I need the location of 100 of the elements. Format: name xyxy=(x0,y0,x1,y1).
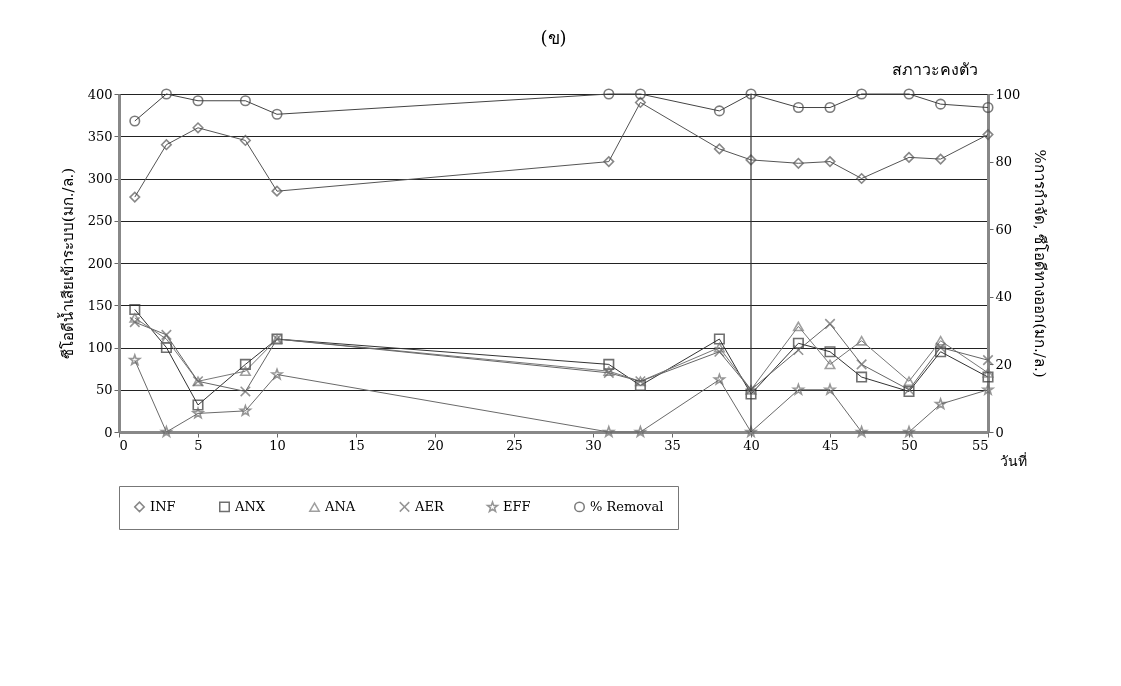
point xyxy=(982,371,994,383)
point xyxy=(713,346,725,358)
y-tick-label: 0 xyxy=(104,424,113,440)
point xyxy=(192,95,204,107)
x-tick-label: 45 xyxy=(822,437,839,453)
point xyxy=(160,88,172,100)
point xyxy=(603,88,615,100)
y2-tick-label: 100 xyxy=(995,86,1021,102)
y-tick-label: 200 xyxy=(87,255,113,271)
y2-tick-label: 60 xyxy=(995,221,1013,237)
point xyxy=(935,335,947,346)
x-tick-label: 20 xyxy=(427,437,444,453)
point xyxy=(271,108,283,120)
point xyxy=(634,425,647,438)
point xyxy=(129,115,141,127)
point xyxy=(855,425,868,438)
point xyxy=(160,334,172,344)
point xyxy=(160,329,172,341)
y-tick-label: 250 xyxy=(87,213,113,229)
point xyxy=(129,191,141,203)
point xyxy=(634,88,646,100)
point xyxy=(239,404,252,416)
point xyxy=(713,373,726,385)
legend-label: EFF xyxy=(503,499,531,515)
point xyxy=(792,101,804,114)
point xyxy=(239,95,251,107)
legend-label: % Removal xyxy=(590,498,664,514)
y-tick-label: 400 xyxy=(87,86,113,102)
point xyxy=(603,156,615,168)
y-tick-label: 300 xyxy=(87,171,113,186)
point xyxy=(192,122,204,134)
point xyxy=(271,185,283,197)
point xyxy=(160,139,172,151)
y2-tick-label: 40 xyxy=(995,289,1013,305)
point xyxy=(903,88,915,100)
x-tick-label: 55 xyxy=(971,437,989,453)
point xyxy=(856,88,868,100)
point xyxy=(239,358,251,370)
point xyxy=(935,341,947,354)
point xyxy=(239,366,251,377)
point xyxy=(745,154,757,166)
y2-tick-label: 0 xyxy=(995,424,1004,440)
y2-axis-title: %การกำจัด, ซีโอดีทางออก(มก./ล.) xyxy=(1031,149,1050,378)
point xyxy=(982,354,994,366)
point xyxy=(824,156,836,168)
point xyxy=(713,342,725,353)
point xyxy=(824,383,836,395)
point xyxy=(856,371,868,383)
x-tick-label: 40 xyxy=(743,437,760,453)
point xyxy=(129,316,141,328)
point xyxy=(192,407,204,419)
point xyxy=(856,172,868,185)
point xyxy=(129,313,141,323)
y-tick-label: 350 xyxy=(87,128,113,144)
x-tick-label: 0 xyxy=(119,437,128,453)
legend-label: AER xyxy=(414,498,445,514)
y2-tick-label: 80 xyxy=(995,154,1013,170)
x-tick-label: 25 xyxy=(506,437,523,453)
point xyxy=(935,153,947,165)
legend-label: ANA xyxy=(324,499,356,515)
point xyxy=(713,143,725,155)
point xyxy=(129,303,141,316)
point xyxy=(935,98,947,110)
point xyxy=(271,368,283,380)
y-tick-label: 100 xyxy=(87,340,113,355)
point xyxy=(792,321,804,332)
point xyxy=(792,383,805,395)
point xyxy=(160,425,173,438)
x-tick-label: 50 xyxy=(901,437,918,453)
point xyxy=(792,157,804,169)
point xyxy=(824,359,836,370)
y-tick-label: 150 xyxy=(87,297,113,313)
point xyxy=(745,88,757,100)
point xyxy=(634,96,646,108)
point xyxy=(824,318,836,330)
x-tick-label: 10 xyxy=(269,437,286,453)
point xyxy=(745,388,757,400)
point xyxy=(239,134,251,147)
point xyxy=(192,399,204,411)
point xyxy=(982,383,994,395)
point xyxy=(239,385,251,397)
point xyxy=(982,129,994,141)
chart-title: (ข) xyxy=(540,27,567,48)
point xyxy=(982,101,994,114)
point xyxy=(603,358,615,370)
y2-tick-label: 20 xyxy=(995,356,1013,372)
point xyxy=(824,346,836,358)
x-tick-label: 30 xyxy=(585,437,602,453)
y-axis-title: ซีโอดีน้ำเสียเข้าระบบ(มก./ล.) xyxy=(56,167,77,360)
point xyxy=(792,344,804,356)
y-tick-label: 50 xyxy=(95,382,113,398)
point xyxy=(856,335,868,346)
legend-label: ANX xyxy=(234,498,266,514)
point xyxy=(792,337,804,349)
point xyxy=(634,379,646,392)
x-tick-label: 35 xyxy=(664,437,681,453)
point xyxy=(903,376,915,387)
x-tick-label: 5 xyxy=(194,437,203,453)
point xyxy=(982,367,994,378)
point xyxy=(856,358,868,370)
